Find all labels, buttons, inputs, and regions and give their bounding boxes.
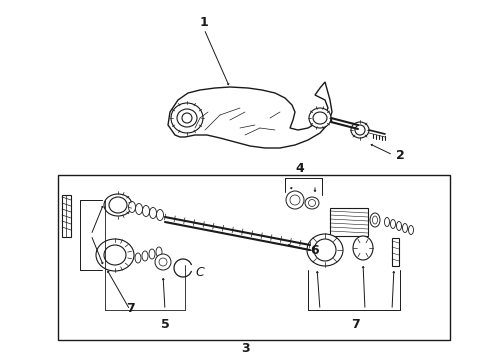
Ellipse shape: [136, 203, 143, 215]
Ellipse shape: [104, 194, 132, 216]
Text: 5: 5: [161, 319, 170, 332]
Circle shape: [159, 258, 167, 266]
Ellipse shape: [171, 103, 203, 133]
Text: C: C: [196, 266, 204, 279]
Ellipse shape: [396, 221, 401, 230]
Ellipse shape: [156, 210, 164, 220]
Ellipse shape: [104, 245, 126, 265]
Ellipse shape: [309, 199, 316, 207]
Ellipse shape: [314, 239, 336, 261]
Text: 6: 6: [311, 243, 319, 257]
Ellipse shape: [385, 217, 390, 226]
Bar: [62, 195, 71, 237]
Text: 3: 3: [241, 342, 249, 355]
Text: 1: 1: [199, 15, 208, 28]
Ellipse shape: [351, 122, 369, 138]
Text: 4: 4: [295, 162, 304, 175]
Ellipse shape: [372, 216, 377, 224]
Ellipse shape: [143, 206, 149, 216]
Ellipse shape: [391, 220, 395, 229]
Text: 2: 2: [395, 149, 404, 162]
Ellipse shape: [149, 207, 156, 219]
Ellipse shape: [182, 113, 192, 123]
Ellipse shape: [409, 225, 414, 234]
Polygon shape: [168, 82, 332, 148]
Ellipse shape: [177, 109, 197, 127]
Ellipse shape: [307, 234, 343, 266]
Circle shape: [155, 254, 171, 270]
Ellipse shape: [355, 125, 365, 135]
Ellipse shape: [309, 108, 331, 128]
Ellipse shape: [96, 239, 134, 271]
Text: 7: 7: [125, 302, 134, 315]
Bar: [392, 238, 399, 266]
Ellipse shape: [109, 197, 127, 213]
Text: 7: 7: [351, 319, 359, 332]
Ellipse shape: [135, 253, 141, 263]
Ellipse shape: [353, 236, 373, 260]
Circle shape: [290, 195, 300, 205]
Ellipse shape: [370, 213, 380, 227]
Ellipse shape: [305, 197, 319, 209]
Bar: [330, 208, 368, 236]
Ellipse shape: [402, 224, 408, 233]
Ellipse shape: [149, 249, 155, 259]
Bar: [58, 175, 450, 340]
Ellipse shape: [313, 112, 327, 124]
Ellipse shape: [142, 251, 148, 261]
Ellipse shape: [128, 202, 136, 212]
Ellipse shape: [156, 247, 162, 257]
Circle shape: [286, 191, 304, 209]
